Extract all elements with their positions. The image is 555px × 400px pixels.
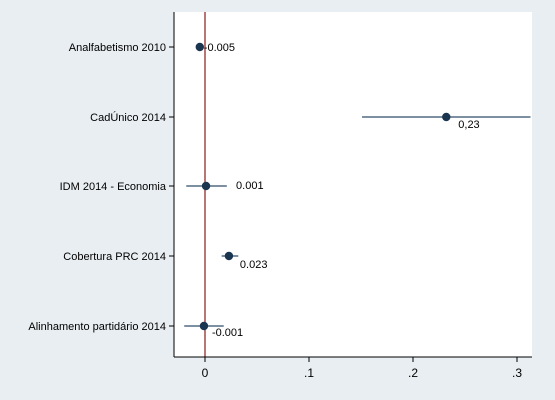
x-tick-label: .1 [304,366,314,380]
value-label: -0.005 [204,42,235,54]
value-label: 0.001 [236,180,264,192]
plot-area [174,12,532,357]
axes-layer: 0 .1 .2 .3 Analfabetismo 2010 CadÚnico 2014 ID… [28,12,532,380]
value-label: -0.001 [212,327,243,339]
marker-layer [195,42,451,331]
category-label: Cobertura PRC 2014 [63,251,166,263]
category-label: IDM 2014 - Economia [60,181,167,193]
category-label: CadÚnico 2014 [90,111,166,124]
value-label: 0.023 [240,259,268,271]
estimate-marker [195,42,204,52]
estimate-marker [201,181,211,191]
category-label: Analfabetismo 2010 [69,42,166,54]
label-layer: -0.005 0,23 0.001 0.023 -0.001 [204,42,480,339]
category-label: Alinhamento partidário 2014 [28,321,166,333]
value-label: 0,23 [458,119,479,131]
estimate-marker [442,112,451,122]
x-tick-label: .3 [512,366,522,380]
estimate-marker [199,321,209,331]
estimate-marker [224,251,234,261]
x-tick-label: 0 [202,366,209,380]
x-tick-label: .2 [408,366,418,380]
